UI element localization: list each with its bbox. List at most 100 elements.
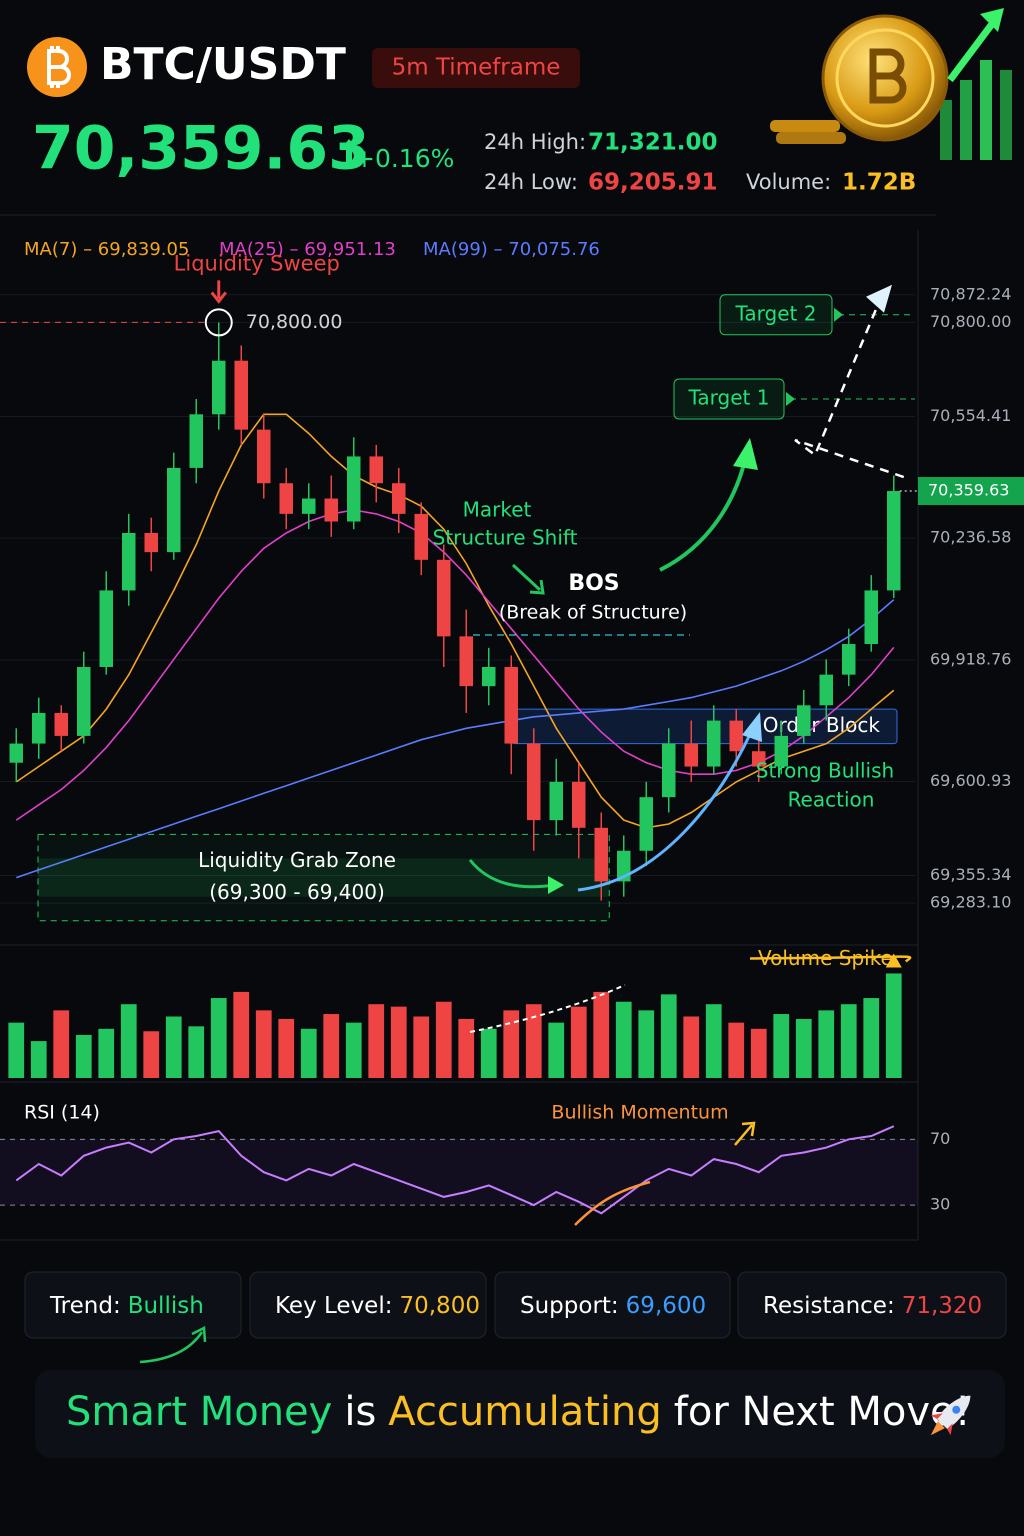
candle-body	[774, 735, 788, 767]
last-price-label: 70,359.63	[928, 481, 1009, 500]
candle-body	[594, 827, 608, 882]
y-tick-label: 30	[930, 1195, 950, 1214]
footer-part: Smart Money	[66, 1389, 332, 1435]
footer-text: Smart Money is Accumulating for Next Move!	[66, 1389, 971, 1435]
candle-body	[54, 712, 68, 736]
volume-bar	[750, 1028, 767, 1078]
candle-body	[324, 498, 338, 522]
volume-bar	[233, 991, 250, 1078]
order-block-label: Order Block	[763, 713, 881, 737]
volume-bar	[863, 998, 880, 1078]
footer-part: for Next Move!	[674, 1389, 971, 1435]
volume-bar	[188, 1026, 205, 1078]
y-tick-label: 70,872.24	[930, 284, 1011, 303]
spike-arrow	[749, 955, 912, 963]
momentum-arrow-2	[734, 1121, 756, 1146]
volume-bar	[413, 1016, 430, 1078]
high-label: 24h High:	[484, 130, 586, 154]
ma-line	[15, 509, 895, 821]
pair: BTC/USDT	[100, 39, 346, 90]
card	[24, 1271, 242, 1339]
up-arrow	[340, 139, 358, 162]
rsi-line	[15, 1125, 895, 1215]
target-box	[719, 294, 833, 336]
volume-bar	[390, 1006, 407, 1078]
annotation: Structure Shift	[433, 526, 578, 550]
candle-body	[684, 743, 698, 767]
volume-bar	[75, 1034, 92, 1078]
footer-part: is	[344, 1389, 376, 1435]
candle-body	[414, 513, 428, 560]
volume-bar	[345, 1022, 362, 1078]
candle-body	[549, 781, 563, 821]
volume-bar	[143, 1031, 160, 1078]
card	[494, 1271, 731, 1339]
candle-body	[99, 590, 113, 667]
candle-body	[32, 712, 46, 744]
y-tick-label: 70,236.58	[930, 528, 1011, 547]
cards: Trend: Bullish Key Level: 70,800 Support: 69,…	[24, 1271, 1007, 1364]
candle-body	[392, 483, 406, 514]
card	[737, 1271, 1007, 1339]
candle-body	[707, 720, 721, 767]
zone-frame	[37, 833, 610, 922]
volume-bar	[660, 994, 677, 1078]
candle-body	[482, 667, 496, 687]
volume-bar	[840, 1004, 857, 1078]
annotation: BOS	[568, 571, 619, 596]
legend-label: MA(25) – 69,951.13	[219, 239, 396, 260]
timeframe-badge	[372, 48, 580, 88]
candle-body	[144, 533, 158, 553]
reaction-arrow-head	[742, 712, 762, 742]
target-pointer	[834, 307, 843, 322]
volume-bar	[368, 1004, 385, 1078]
candle-body	[302, 498, 316, 514]
panel-title: RSI (14)	[24, 1102, 100, 1124]
candle-body	[819, 674, 833, 706]
candle-body	[347, 456, 361, 522]
bullish-arrow	[659, 459, 747, 572]
legend-label: MA(99) – 70,075.76	[423, 239, 600, 260]
timeframe: 5m Timeframe	[392, 55, 561, 81]
candle-body	[504, 667, 518, 744]
rsi-band	[0, 1139, 918, 1206]
volume-bar	[818, 1010, 835, 1078]
y-tick-label: 69,600.93	[930, 771, 1011, 790]
grab-arrow-head	[548, 876, 564, 894]
volume-bar	[98, 1028, 115, 1078]
coin-art	[770, 8, 1012, 160]
candle-body	[527, 743, 541, 821]
volume-bar	[705, 1004, 722, 1078]
volume-bar	[323, 1014, 340, 1078]
candle-body	[212, 360, 226, 415]
projection-head	[866, 284, 892, 313]
trend-arrow	[139, 1326, 207, 1364]
volume-bar	[615, 1001, 632, 1078]
sweep-marker	[204, 308, 233, 337]
key-level-label: 70,800.00	[246, 311, 343, 333]
volume-bar	[53, 1010, 70, 1078]
annotation: Volume Spike	[758, 946, 893, 970]
change: +0.16%	[354, 144, 454, 173]
y-tick-label: 69,283.10	[930, 893, 1011, 912]
volume-label: Volume:	[746, 170, 831, 194]
target-pointer	[786, 392, 795, 406]
candle-body	[279, 483, 293, 514]
card-label: Resistance:	[763, 1293, 895, 1319]
volume-bar	[435, 1001, 452, 1078]
target-label: Target 2	[735, 301, 817, 325]
ma-line	[16, 599, 895, 879]
volume-bar	[480, 1028, 497, 1078]
candle-body	[9, 743, 23, 763]
annotation: Market	[463, 498, 532, 522]
momentum-arrow	[574, 1180, 651, 1226]
candle-body	[639, 797, 653, 851]
candle-body	[459, 636, 473, 687]
card-value: 69,600	[626, 1293, 706, 1319]
volume-bar	[728, 1022, 745, 1078]
y-tick-label: 70,554.41	[930, 406, 1011, 425]
annotation: Liquidity Sweep	[174, 251, 340, 275]
volume-bar	[525, 1004, 542, 1078]
volume-bar	[773, 1014, 790, 1078]
